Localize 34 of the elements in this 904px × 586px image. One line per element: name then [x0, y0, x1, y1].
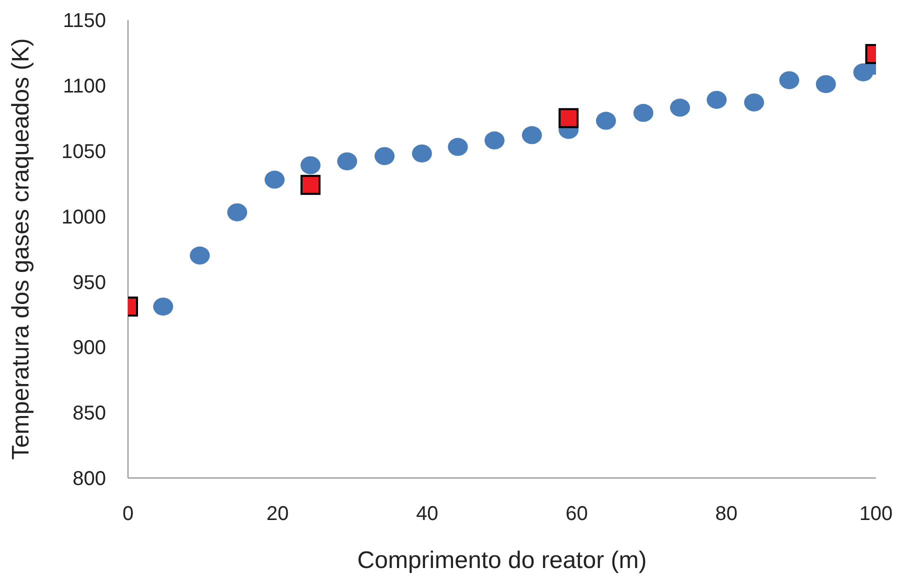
point	[670, 98, 690, 117]
y-tick-label: 1000	[62, 206, 106, 228]
point	[374, 147, 395, 166]
x-tick-label: 20	[266, 503, 289, 526]
point	[816, 75, 836, 94]
point	[412, 144, 432, 162]
point	[706, 90, 727, 109]
point	[522, 126, 542, 144]
point	[596, 112, 616, 130]
point	[264, 170, 285, 189]
y-tick-label: 1150	[62, 10, 106, 32]
y-axis-title: Temperatura dos gases craqueados (K)	[8, 38, 35, 460]
x-tick-label: 0	[122, 503, 134, 526]
point	[300, 156, 321, 174]
y-tick-label: 1100	[62, 76, 106, 98]
point	[227, 203, 248, 222]
point	[153, 298, 174, 316]
point	[633, 104, 654, 122]
x-axis-title: Comprimento do reator (m)	[357, 547, 647, 574]
point	[337, 152, 358, 170]
x-tick-label: 60	[566, 503, 588, 526]
y-tick-label: 900	[72, 337, 106, 360]
y-tick-label: 850	[72, 402, 106, 425]
y-tick-label: 800	[72, 468, 106, 490]
x-tick-label: 40	[416, 503, 438, 526]
x-tick-label: 100	[859, 503, 893, 526]
x-tick-label: 80	[715, 503, 738, 526]
point	[744, 93, 764, 112]
point	[190, 246, 210, 265]
y-tick-label: 950	[72, 272, 106, 294]
point	[448, 138, 468, 156]
y-tick-label: 1050	[62, 140, 106, 163]
point	[779, 71, 800, 90]
point	[484, 131, 505, 150]
